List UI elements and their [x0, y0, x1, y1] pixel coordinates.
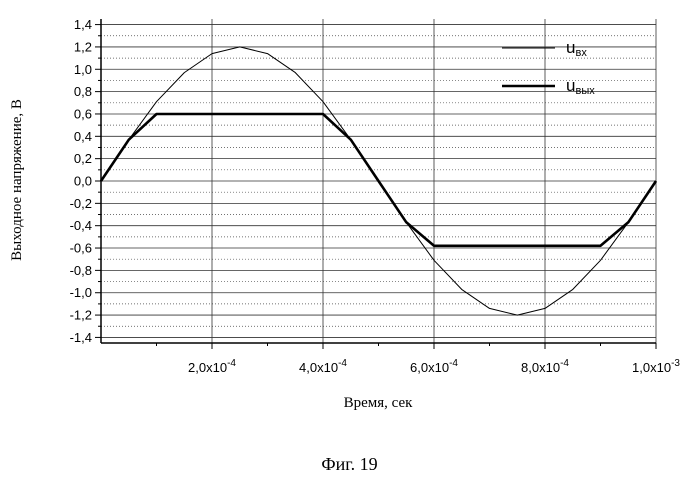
y-tick-label: -1,2: [70, 308, 92, 323]
y-tick-label: 0,4: [74, 129, 92, 144]
y-tick-label: 0,0: [74, 174, 92, 189]
figure-caption: Фиг. 19: [0, 454, 699, 475]
y-tick-label: -0,2: [70, 196, 92, 211]
x-tick-labels: 2,0x10-4 4,0x10-4 6,0x10-4 8,0x10-4 1,0x10-3: [188, 358, 680, 375]
y-tick-label: -0,6: [70, 241, 92, 256]
legend-label-вых: uвых: [566, 76, 595, 97]
legend-label-вх: uвх: [566, 38, 587, 59]
y-tick-label: 0,2: [74, 151, 92, 166]
x-tick-label: 2,0x10-4: [188, 358, 236, 375]
y-tick-label: -1,4: [70, 330, 92, 345]
axes: [95, 19, 656, 349]
y-tick-label: 0,8: [74, 84, 92, 99]
x-axis-title: Время, сек: [344, 395, 414, 411]
x-tick-label: 1,0x10-3: [632, 358, 680, 375]
y-tick-label: 1,2: [74, 39, 92, 54]
x-tick-label: 6,0x10-4: [410, 358, 458, 375]
y-tick-label: 1,0: [74, 62, 92, 77]
y-axis-title: Выходное напряжение, В: [9, 99, 25, 261]
y-tick-label: 0,6: [74, 106, 92, 121]
y-tick-labels: 1,4 1,2 1,0 0,8 0,6 0,4 0,2 0,0 -0,2 -0,4 -0,6 -0,8…: [70, 17, 92, 345]
y-tick-label: -0,8: [70, 263, 92, 278]
x-tick-label: 8,0x10-4: [521, 358, 569, 375]
x-tick-label: 4,0x10-4: [299, 358, 347, 375]
y-tick-label: -1,0: [70, 285, 92, 300]
y-tick-label: 1,4: [74, 17, 92, 32]
y-tick-label: -0,4: [70, 218, 92, 233]
